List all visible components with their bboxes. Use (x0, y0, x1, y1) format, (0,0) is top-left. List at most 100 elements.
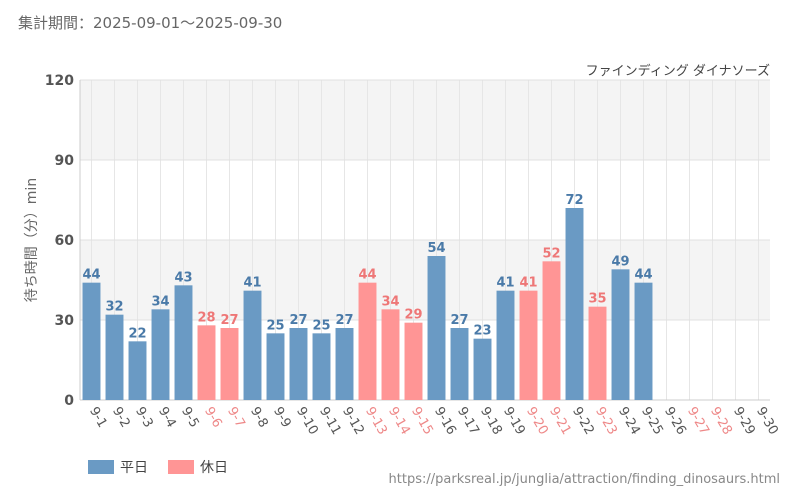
x-tick-label-9-17: 9-17 (454, 405, 482, 438)
data-label-9-4: 34 (151, 294, 169, 309)
data-label-9-2: 32 (105, 300, 123, 315)
x-tick-label-9-25: 9-25 (638, 405, 666, 438)
bar-9-18 (473, 338, 492, 400)
data-label-9-6: 28 (197, 310, 215, 325)
bar-9-16 (427, 256, 446, 400)
y-tick-label: 0 (64, 393, 74, 409)
legend: 平日 休日 (88, 457, 248, 477)
data-label-9-21: 52 (542, 246, 560, 261)
x-tick-label-9-19: 9-19 (500, 405, 528, 438)
bar-9-12 (335, 328, 354, 400)
x-tick-label-9-3: 9-3 (132, 405, 156, 431)
bar-chart: 0 30 60 90 120 44 32 22 34 43 28 27 41 25 27 25 27 44 34 2… (24, 73, 781, 438)
bar-9-17 (450, 328, 469, 400)
bar-9-8 (243, 290, 262, 400)
grid-band (80, 80, 770, 160)
chart-subtitle: ファインディング ダイナソーズ (585, 64, 770, 79)
x-tick-label-9-27: 9-27 (684, 405, 712, 438)
bar-9-3 (128, 341, 147, 400)
y-tick-label: 120 (45, 73, 74, 89)
grid-band (80, 160, 770, 240)
data-label-9-11: 25 (312, 318, 330, 333)
bar-9-10 (289, 328, 308, 400)
x-tick-label-9-15: 9-15 (408, 405, 436, 438)
grid-band (80, 240, 770, 320)
data-label-9-1: 44 (82, 268, 100, 283)
data-label-9-18: 23 (473, 324, 491, 339)
bar-9-6 (197, 325, 216, 400)
legend-item-holiday: 休日 (168, 457, 228, 477)
data-label-9-7: 27 (220, 313, 238, 328)
bar-9-9 (266, 333, 285, 400)
data-label-9-3: 22 (128, 326, 146, 341)
y-axis-label: 待ち時間（分）min (24, 178, 40, 302)
data-label-9-13: 44 (358, 268, 376, 283)
bar-9-22 (565, 208, 584, 400)
x-tick-label-9-22: 9-22 (569, 405, 597, 438)
legend-item-weekday: 平日 (88, 457, 148, 477)
data-label-9-23: 35 (588, 292, 606, 307)
period-label: 集計期間：2025-09-01～2025-09-30 (18, 14, 283, 32)
x-tick-label-9-4: 9-4 (155, 405, 179, 431)
x-tick-label-9-11: 9-11 (316, 405, 344, 438)
x-tick-label-9-13: 9-13 (362, 405, 390, 438)
x-tick-label-9-12: 9-12 (339, 405, 367, 438)
bar-9-24 (611, 269, 630, 400)
x-tick-label-9-28: 9-28 (707, 405, 735, 438)
bar-9-1 (82, 282, 101, 400)
data-label-9-9: 25 (266, 318, 284, 333)
x-tick-label-9-29: 9-29 (730, 405, 758, 438)
data-label-9-17: 27 (450, 313, 468, 328)
x-tick-label-9-18: 9-18 (477, 405, 505, 438)
data-label-9-5: 43 (174, 270, 192, 285)
grid-band (80, 320, 770, 400)
bar-9-25 (634, 282, 653, 400)
bar-9-20 (519, 290, 538, 400)
bar-9-4 (151, 309, 170, 400)
legend-swatch-weekday (88, 460, 114, 474)
x-tick-label-9-5: 9-5 (178, 405, 202, 431)
bar-9-13 (358, 282, 377, 400)
x-tick-label-9-1: 9-1 (86, 405, 110, 431)
data-label-9-25: 44 (634, 268, 652, 283)
x-tick-label-9-8: 9-8 (247, 405, 271, 431)
x-tick-label-9-26: 9-26 (661, 405, 689, 438)
y-tick-label: 60 (55, 233, 75, 249)
x-tick-label-9-23: 9-23 (592, 405, 620, 438)
x-tick-label-9-7: 9-7 (224, 405, 248, 431)
bar-9-7 (220, 328, 239, 400)
x-tick-label-9-20: 9-20 (523, 405, 551, 438)
data-label-9-22: 72 (565, 193, 583, 208)
bar-9-14 (381, 309, 400, 400)
x-tick-label-9-30: 9-30 (753, 405, 781, 438)
bar-9-21 (542, 261, 561, 400)
bar-9-11 (312, 333, 331, 400)
x-tick-label-9-2: 9-2 (109, 405, 133, 431)
data-label-9-8: 41 (243, 276, 261, 291)
legend-label-weekday: 平日 (120, 460, 148, 476)
bar-9-23 (588, 306, 607, 400)
x-tick-label-9-14: 9-14 (385, 405, 413, 438)
data-label-9-19: 41 (496, 276, 514, 291)
source-url: https://parksreal.jp/junglia/attraction/… (388, 472, 780, 487)
data-label-9-14: 34 (381, 294, 399, 309)
x-tick-label-9-24: 9-24 (615, 405, 643, 438)
data-label-9-12: 27 (335, 313, 353, 328)
y-tick-label: 90 (55, 153, 75, 169)
data-label-9-24: 49 (611, 254, 629, 269)
data-label-9-20: 41 (519, 276, 537, 291)
legend-swatch-holiday (168, 460, 194, 474)
data-label-9-15: 29 (404, 308, 422, 323)
x-tick-label-9-10: 9-10 (293, 405, 321, 438)
x-tick-label-9-9: 9-9 (270, 405, 294, 431)
x-tick-label-9-6: 9-6 (201, 405, 225, 431)
data-label-9-10: 27 (289, 313, 307, 328)
x-tick-label-9-16: 9-16 (431, 405, 459, 438)
bar-9-2 (105, 314, 124, 400)
y-tick-label: 30 (55, 313, 75, 329)
x-tick-label-9-21: 9-21 (546, 405, 574, 438)
data-label-9-16: 54 (427, 241, 445, 256)
bar-9-5 (174, 285, 193, 400)
bar-9-15 (404, 322, 423, 400)
legend-label-holiday: 休日 (200, 460, 228, 476)
